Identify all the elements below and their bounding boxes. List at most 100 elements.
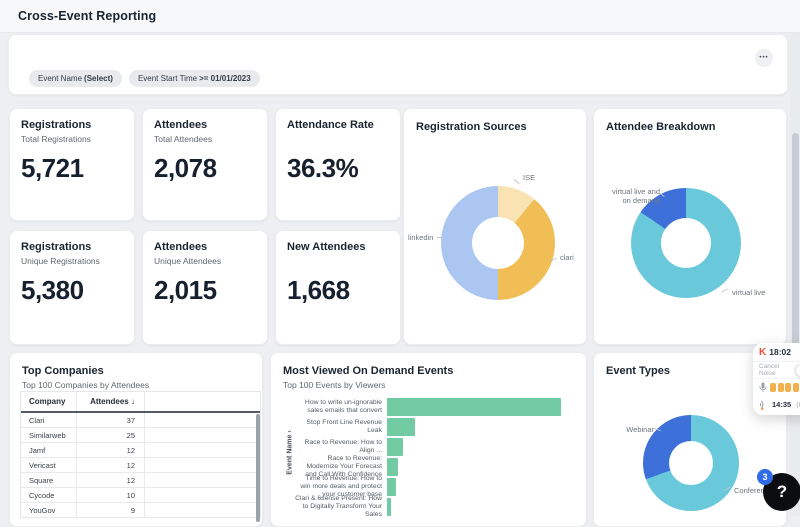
chart-title: Registration Sources [416, 121, 527, 133]
cell-empty [145, 503, 260, 517]
page-scrollbar-track[interactable] [790, 33, 800, 516]
bar-category-label: Race to Revenue: Modernize Your Forecast… [305, 455, 382, 478]
top-companies-card: Top Companies Top 100 Companies by Atten… [9, 352, 263, 527]
more-options-button[interactable]: ••• [755, 49, 773, 67]
notification-badge[interactable]: 3 [757, 469, 773, 485]
page-scrollbar-thumb[interactable] [792, 133, 799, 373]
chip-label: Event Name [38, 74, 83, 83]
cell-company: Vericast [21, 458, 77, 472]
krisp-widget[interactable]: K 18:02 Cancel Noise 14:35 (8 [753, 343, 800, 415]
bar-category-label: Clari & 6sense Present: How to Digitally… [295, 495, 382, 518]
kpi-subtitle [287, 256, 389, 266]
bar-category-label: Stop Front Line Revenue Leak [306, 419, 382, 434]
meter-segment [792, 383, 799, 392]
donut-label-clari: clari [560, 253, 574, 262]
donut-label-virtual-live-on-demand: virtual live and on demand [612, 187, 660, 205]
krisp-talk-time-row: 14:35 (8 [753, 396, 800, 413]
cell-company: Clari [21, 413, 77, 427]
filter-chip-event-start-time[interactable]: Event Start Time >= 01/01/2023 [128, 70, 260, 87]
cell-company: Similarweb [21, 428, 77, 442]
cell-attendees: 12 [77, 473, 145, 487]
sort-desc-icon: ↓ [131, 397, 135, 406]
column-header-attendees[interactable]: Attendees ↓ [77, 392, 145, 411]
chart-title: Most Viewed On Demand Events [283, 365, 454, 377]
krisp-cancel-noise-row: Cancel Noise [753, 362, 800, 379]
toggle-knob [795, 363, 800, 377]
krisp-timer-row: K 18:02 [753, 343, 800, 362]
bar-category-label: Time to Revenue: How to win more deals a… [300, 475, 382, 498]
kpi-value: 5,380 [21, 275, 84, 305]
kpi-title: New Attendees [287, 241, 366, 253]
column-header-label: Attendees [90, 397, 129, 406]
bar-chart-rows: How to write un-ignorable sales emails t… [295, 397, 576, 518]
cell-empty [145, 428, 260, 442]
table-scrollbar-thumb[interactable] [256, 414, 260, 522]
bar-category-label: How to write un-ignorable sales emails t… [304, 399, 382, 414]
filter-card: Event Name (Select) Event Start Time >= … [8, 34, 788, 95]
mic-volume-meter [770, 383, 800, 392]
kpi-card-unique-attendees: Attendees Unique Attendees 2,015 [142, 230, 268, 345]
registration-sources-donut-chart[interactable] [441, 186, 555, 300]
kpi-value: 2,015 [154, 275, 217, 305]
label-connector [721, 288, 728, 293]
bar-row: How to write un-ignorable sales emails t… [295, 397, 576, 417]
chart-subtitle: Top 100 Events by Viewers [283, 380, 386, 390]
donut-label-webinar: Webinar [626, 425, 654, 434]
cell-attendees: 12 [77, 443, 145, 457]
donut-label-conference: Conference [734, 486, 773, 495]
bar[interactable] [387, 418, 415, 436]
bar[interactable] [387, 478, 396, 496]
top-companies-tbody: Clari 37 Similarweb 25 Jamf 12 Vericast 12 Squar… [21, 413, 260, 518]
table-header-row: Company Attendees ↓ [21, 392, 260, 413]
axis-label-text: Event Name [286, 434, 294, 475]
kpi-card-new-attendees: New Attendees 1,668 [275, 230, 401, 345]
cell-company: Square [21, 473, 77, 487]
filter-chip-event-name[interactable]: Event Name (Select) [29, 70, 122, 87]
registration-sources-card: Registration Sources ISE linkedin clari [403, 108, 587, 345]
label-connector [513, 178, 520, 185]
kpi-subtitle: Unique Attendees [154, 256, 222, 266]
kpi-value: 5,721 [21, 153, 84, 183]
meter-segment [785, 383, 791, 392]
kpi-card-total-attendees: Attendees Total Attendees 2,078 [142, 108, 268, 221]
bar-row: Time to Revenue: How to win more deals a… [295, 475, 576, 498]
cell-empty [145, 458, 260, 472]
kpi-title: Attendees [154, 119, 208, 131]
donut-label-virtual-live: virtual live [732, 288, 766, 297]
chart-subtitle: Top 100 Companies by Attendees [22, 380, 150, 390]
column-header-company[interactable]: Company [21, 392, 77, 411]
cell-attendees: 12 [77, 458, 145, 472]
kpi-value: 36.3% [287, 153, 359, 183]
donut-label-linkedin: linkedin [408, 233, 434, 242]
cell-empty [145, 443, 260, 457]
table-row: Square 12 [21, 473, 260, 488]
cell-attendees: 25 [77, 428, 145, 442]
kpi-card-attendance-rate: Attendance Rate 36.3% [275, 108, 401, 221]
cell-empty [145, 488, 260, 502]
bar-row: Clari & 6sense Present: How to Digitally… [295, 495, 576, 518]
talk-time-value: 14:35 [772, 400, 792, 409]
top-header-bar: Cross-Event Reporting [0, 0, 800, 33]
table-row: Vericast 12 [21, 458, 260, 473]
kpi-card-unique-registrations: Registrations Unique Registrations 5,380 [9, 230, 135, 345]
bar-row: Stop Front Line Revenue Leak [295, 417, 576, 437]
bar[interactable] [387, 438, 403, 456]
attendee-breakdown-donut-chart[interactable] [631, 188, 741, 298]
cell-company: YouGov [21, 503, 77, 517]
most-viewed-card: Most Viewed On Demand Events Top 100 Eve… [270, 352, 587, 527]
table-row: Cycode 10 [21, 488, 260, 503]
chip-value: >= 01/01/2023 [199, 74, 251, 83]
bar[interactable] [387, 458, 399, 476]
cell-attendees: 10 [77, 488, 145, 502]
chart-title: Event Types [606, 365, 670, 377]
bar-category-label: Race to Revenue: How to Align ... [304, 439, 382, 454]
krisp-timer: 18:02 [769, 347, 791, 357]
bar[interactable] [387, 498, 392, 516]
kpi-title: Attendees [154, 241, 208, 253]
bar[interactable] [387, 398, 561, 416]
chart-title: Attendee Breakdown [606, 121, 716, 133]
cancel-noise-toggle[interactable] [795, 363, 800, 377]
microphone-icon [759, 382, 767, 392]
page-title: Cross-Event Reporting [18, 9, 157, 23]
table-row: Clari 37 [21, 413, 260, 428]
